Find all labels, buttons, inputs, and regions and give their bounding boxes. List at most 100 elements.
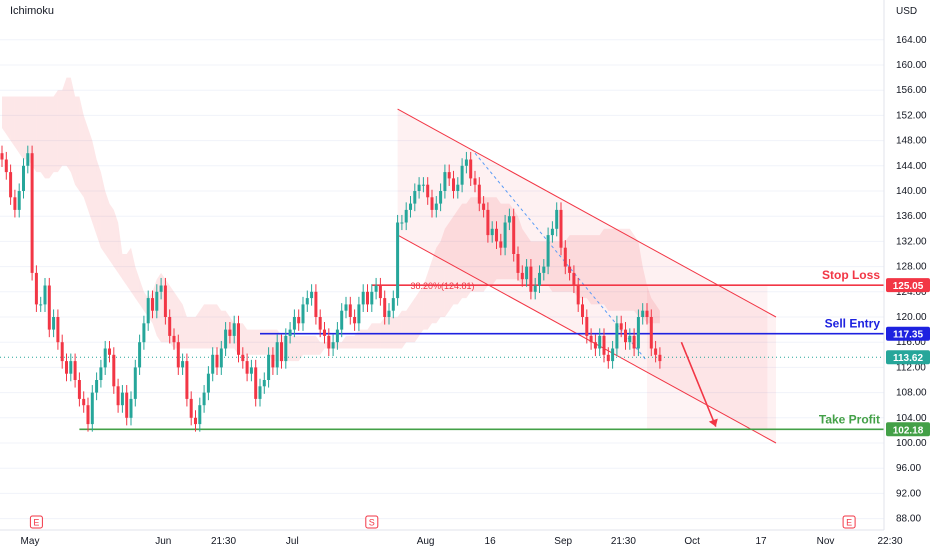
candle[interactable] (39, 296, 43, 312)
candle[interactable] (82, 391, 86, 413)
candle[interactable] (60, 334, 64, 369)
candle[interactable] (56, 309, 60, 350)
candle[interactable] (267, 347, 271, 388)
candle[interactable] (168, 309, 172, 344)
candle[interactable] (249, 359, 253, 382)
candle[interactable] (383, 290, 387, 325)
candle[interactable] (658, 347, 662, 369)
candle[interactable] (400, 214, 404, 231)
candle[interactable] (546, 227, 550, 275)
candle[interactable] (9, 164, 13, 205)
candle[interactable] (641, 303, 645, 325)
candle[interactable] (206, 366, 210, 401)
candle[interactable] (22, 158, 25, 199)
candle[interactable] (593, 334, 597, 357)
candle[interactable] (589, 328, 593, 350)
candle[interactable] (4, 151, 8, 180)
candle[interactable] (378, 277, 382, 306)
candle[interactable] (611, 340, 615, 369)
candle[interactable] (404, 202, 408, 231)
candle[interactable] (90, 385, 94, 432)
candle[interactable] (323, 322, 326, 344)
candle[interactable] (495, 221, 498, 249)
candle[interactable] (189, 391, 193, 426)
candle[interactable] (443, 164, 447, 199)
candle[interactable] (202, 385, 206, 413)
candle[interactable] (185, 353, 189, 407)
candle[interactable] (649, 309, 653, 357)
candle[interactable] (452, 170, 455, 199)
candle[interactable] (477, 177, 481, 212)
candle[interactable] (598, 328, 602, 357)
candle[interactable] (142, 315, 146, 350)
candle[interactable] (417, 177, 421, 199)
candle[interactable] (275, 334, 279, 375)
candle[interactable] (159, 277, 163, 300)
candle[interactable] (232, 315, 236, 344)
candle[interactable] (482, 196, 486, 218)
candle[interactable] (86, 397, 90, 432)
candle[interactable] (151, 290, 154, 319)
candle[interactable] (615, 315, 619, 357)
candle[interactable] (654, 340, 658, 363)
candle[interactable] (387, 303, 391, 325)
candle[interactable] (348, 296, 352, 325)
candle[interactable] (602, 328, 606, 363)
candle[interactable] (361, 284, 365, 312)
candle[interactable] (439, 183, 443, 212)
candle[interactable] (262, 372, 266, 394)
candle[interactable] (314, 284, 318, 325)
candle[interactable] (198, 397, 202, 432)
candle[interactable] (396, 214, 400, 306)
candle[interactable] (550, 221, 554, 243)
candle[interactable] (499, 233, 503, 256)
candle[interactable] (344, 296, 348, 319)
candle[interactable] (370, 284, 374, 312)
candle[interactable] (447, 164, 451, 186)
candle[interactable] (211, 347, 215, 382)
candle[interactable] (73, 353, 77, 388)
candle[interactable] (525, 259, 529, 287)
candle[interactable] (310, 284, 314, 306)
candle[interactable] (520, 265, 524, 287)
candle[interactable] (335, 322, 339, 350)
candle[interactable] (125, 385, 129, 426)
candle[interactable] (426, 177, 430, 205)
candle[interactable] (280, 334, 283, 369)
candle[interactable] (241, 347, 245, 369)
candle[interactable] (585, 309, 589, 344)
candle[interactable] (469, 151, 473, 186)
candle[interactable] (624, 322, 627, 350)
candle[interactable] (632, 328, 636, 357)
candle[interactable] (181, 353, 185, 375)
candle[interactable] (301, 296, 305, 331)
candle[interactable] (237, 315, 240, 363)
candle[interactable] (563, 240, 567, 275)
candle[interactable] (581, 296, 584, 325)
candle[interactable] (133, 359, 137, 407)
candle[interactable] (163, 277, 167, 325)
candle[interactable] (176, 334, 180, 375)
candle[interactable] (52, 309, 56, 338)
candle[interactable] (576, 277, 580, 312)
candle[interactable] (245, 353, 249, 382)
candle[interactable] (0, 145, 4, 168)
candle[interactable] (473, 170, 477, 193)
candle[interactable] (34, 265, 38, 312)
candle[interactable] (516, 246, 520, 281)
candle[interactable] (228, 322, 232, 344)
candle[interactable] (30, 145, 34, 281)
candle[interactable] (327, 328, 331, 357)
candle[interactable] (112, 347, 116, 394)
candle[interactable] (138, 334, 142, 375)
candle[interactable] (645, 303, 649, 325)
candle[interactable] (219, 340, 223, 375)
candle[interactable] (297, 309, 301, 331)
event-marker[interactable]: E (29, 515, 43, 529)
candle[interactable] (529, 259, 533, 300)
candle[interactable] (357, 296, 361, 331)
candle[interactable] (340, 303, 344, 338)
candle[interactable] (284, 328, 288, 369)
candle[interactable] (215, 347, 219, 375)
